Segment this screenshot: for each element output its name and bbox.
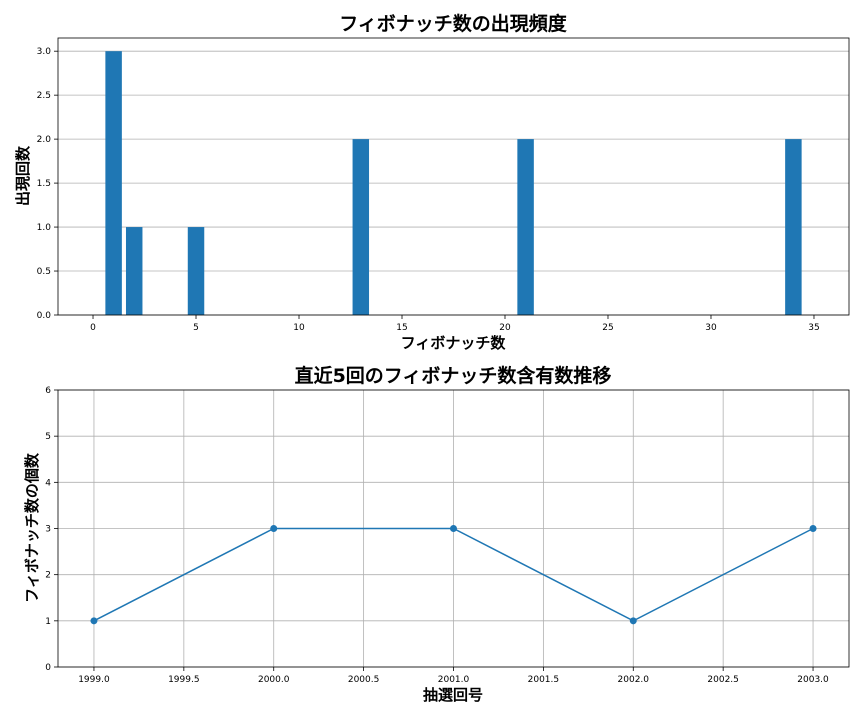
bar-chart-x-label: フィボナッチ数 xyxy=(401,334,507,352)
data-point xyxy=(450,525,457,532)
x-tick-label: 35 xyxy=(808,323,819,333)
x-tick-label: 2001.0 xyxy=(438,675,470,685)
bar-chart-title: フィボナッチ数の出現頻度 xyxy=(339,12,568,35)
x-tick-label: 2002.5 xyxy=(707,675,739,685)
x-tick-label: 20 xyxy=(499,323,511,333)
y-tick-label: 0.5 xyxy=(37,267,51,277)
y-tick-label: 0.0 xyxy=(37,311,52,321)
bar-chart-bars xyxy=(105,51,802,315)
data-point xyxy=(270,525,278,532)
data-point xyxy=(629,617,637,625)
x-tick-label: 1999.5 xyxy=(168,675,200,685)
bar-chart-grid xyxy=(58,50,849,316)
line-chart-fibonacci-count-trend: 直近5回のフィボナッチ数含有数推移 1999.0 1999.5 2000.0 2000… xyxy=(23,364,850,704)
x-tick-label: 15 xyxy=(396,323,407,333)
x-tick-label: 2001.5 xyxy=(528,675,560,685)
line-chart-y-ticks: 0 1 2 3 4 5 6 xyxy=(45,386,58,673)
x-tick-label: 1999.0 xyxy=(78,675,110,685)
x-tick-label: 2000.0 xyxy=(258,675,290,685)
y-tick-label: 1.5 xyxy=(37,179,51,189)
bar xyxy=(187,227,205,315)
x-tick-label: 10 xyxy=(293,323,305,333)
x-tick-label: 2002.0 xyxy=(618,675,650,685)
y-tick-label: 1.0 xyxy=(37,223,52,233)
bar xyxy=(517,139,534,315)
y-tick-label: 3.0 xyxy=(37,47,52,57)
x-tick-label: 0 xyxy=(90,323,96,333)
line-chart-y-label: フィボナッチ数の個数 xyxy=(23,452,41,603)
x-tick-label: 5 xyxy=(193,323,199,333)
bar xyxy=(105,51,122,315)
x-tick-label: 25 xyxy=(602,323,613,333)
line-chart-x-ticks: 1999.0 1999.5 2000.0 2000.5 2001.0 2001.5 2002… xyxy=(78,667,829,685)
y-tick-label: 3 xyxy=(45,525,51,535)
x-tick-label: 30 xyxy=(705,323,717,333)
y-tick-label: 0 xyxy=(45,663,51,673)
data-point xyxy=(90,617,98,625)
bar xyxy=(352,139,370,315)
y-tick-label: 2.0 xyxy=(37,135,52,145)
y-tick-label: 4 xyxy=(45,478,51,488)
y-tick-label: 5 xyxy=(45,432,51,442)
bar-chart-frame xyxy=(57,37,850,316)
bar-chart-x-ticks: 0 5 10 15 20 25 30 35 xyxy=(90,315,820,333)
bar-chart-y-label: 出現回数 xyxy=(14,145,32,206)
bar xyxy=(125,227,143,315)
y-tick-label: 2 xyxy=(45,571,51,581)
bar xyxy=(785,139,802,315)
y-tick-label: 2.5 xyxy=(37,91,51,101)
x-tick-label: 2003.0 xyxy=(797,675,829,685)
bar-chart-y-ticks: 0.0 0.5 1.0 1.5 2.0 2.5 3.0 xyxy=(37,47,58,321)
line-chart-series xyxy=(90,525,817,625)
y-tick-label: 1 xyxy=(45,617,51,627)
line-chart-title: 直近5回のフィボナッチ数含有数推移 xyxy=(295,364,612,387)
x-tick-label: 2000.5 xyxy=(348,675,380,685)
line-chart-x-label: 抽選回号 xyxy=(423,686,483,704)
bar-chart-fibonacci-frequency: フィボナッチ数の出現頻度 0 5 10 15 20 25 30 35 0.0 0.5 1.0 1.5… xyxy=(14,12,850,352)
data-point xyxy=(809,525,817,532)
y-tick-label: 6 xyxy=(45,386,51,396)
